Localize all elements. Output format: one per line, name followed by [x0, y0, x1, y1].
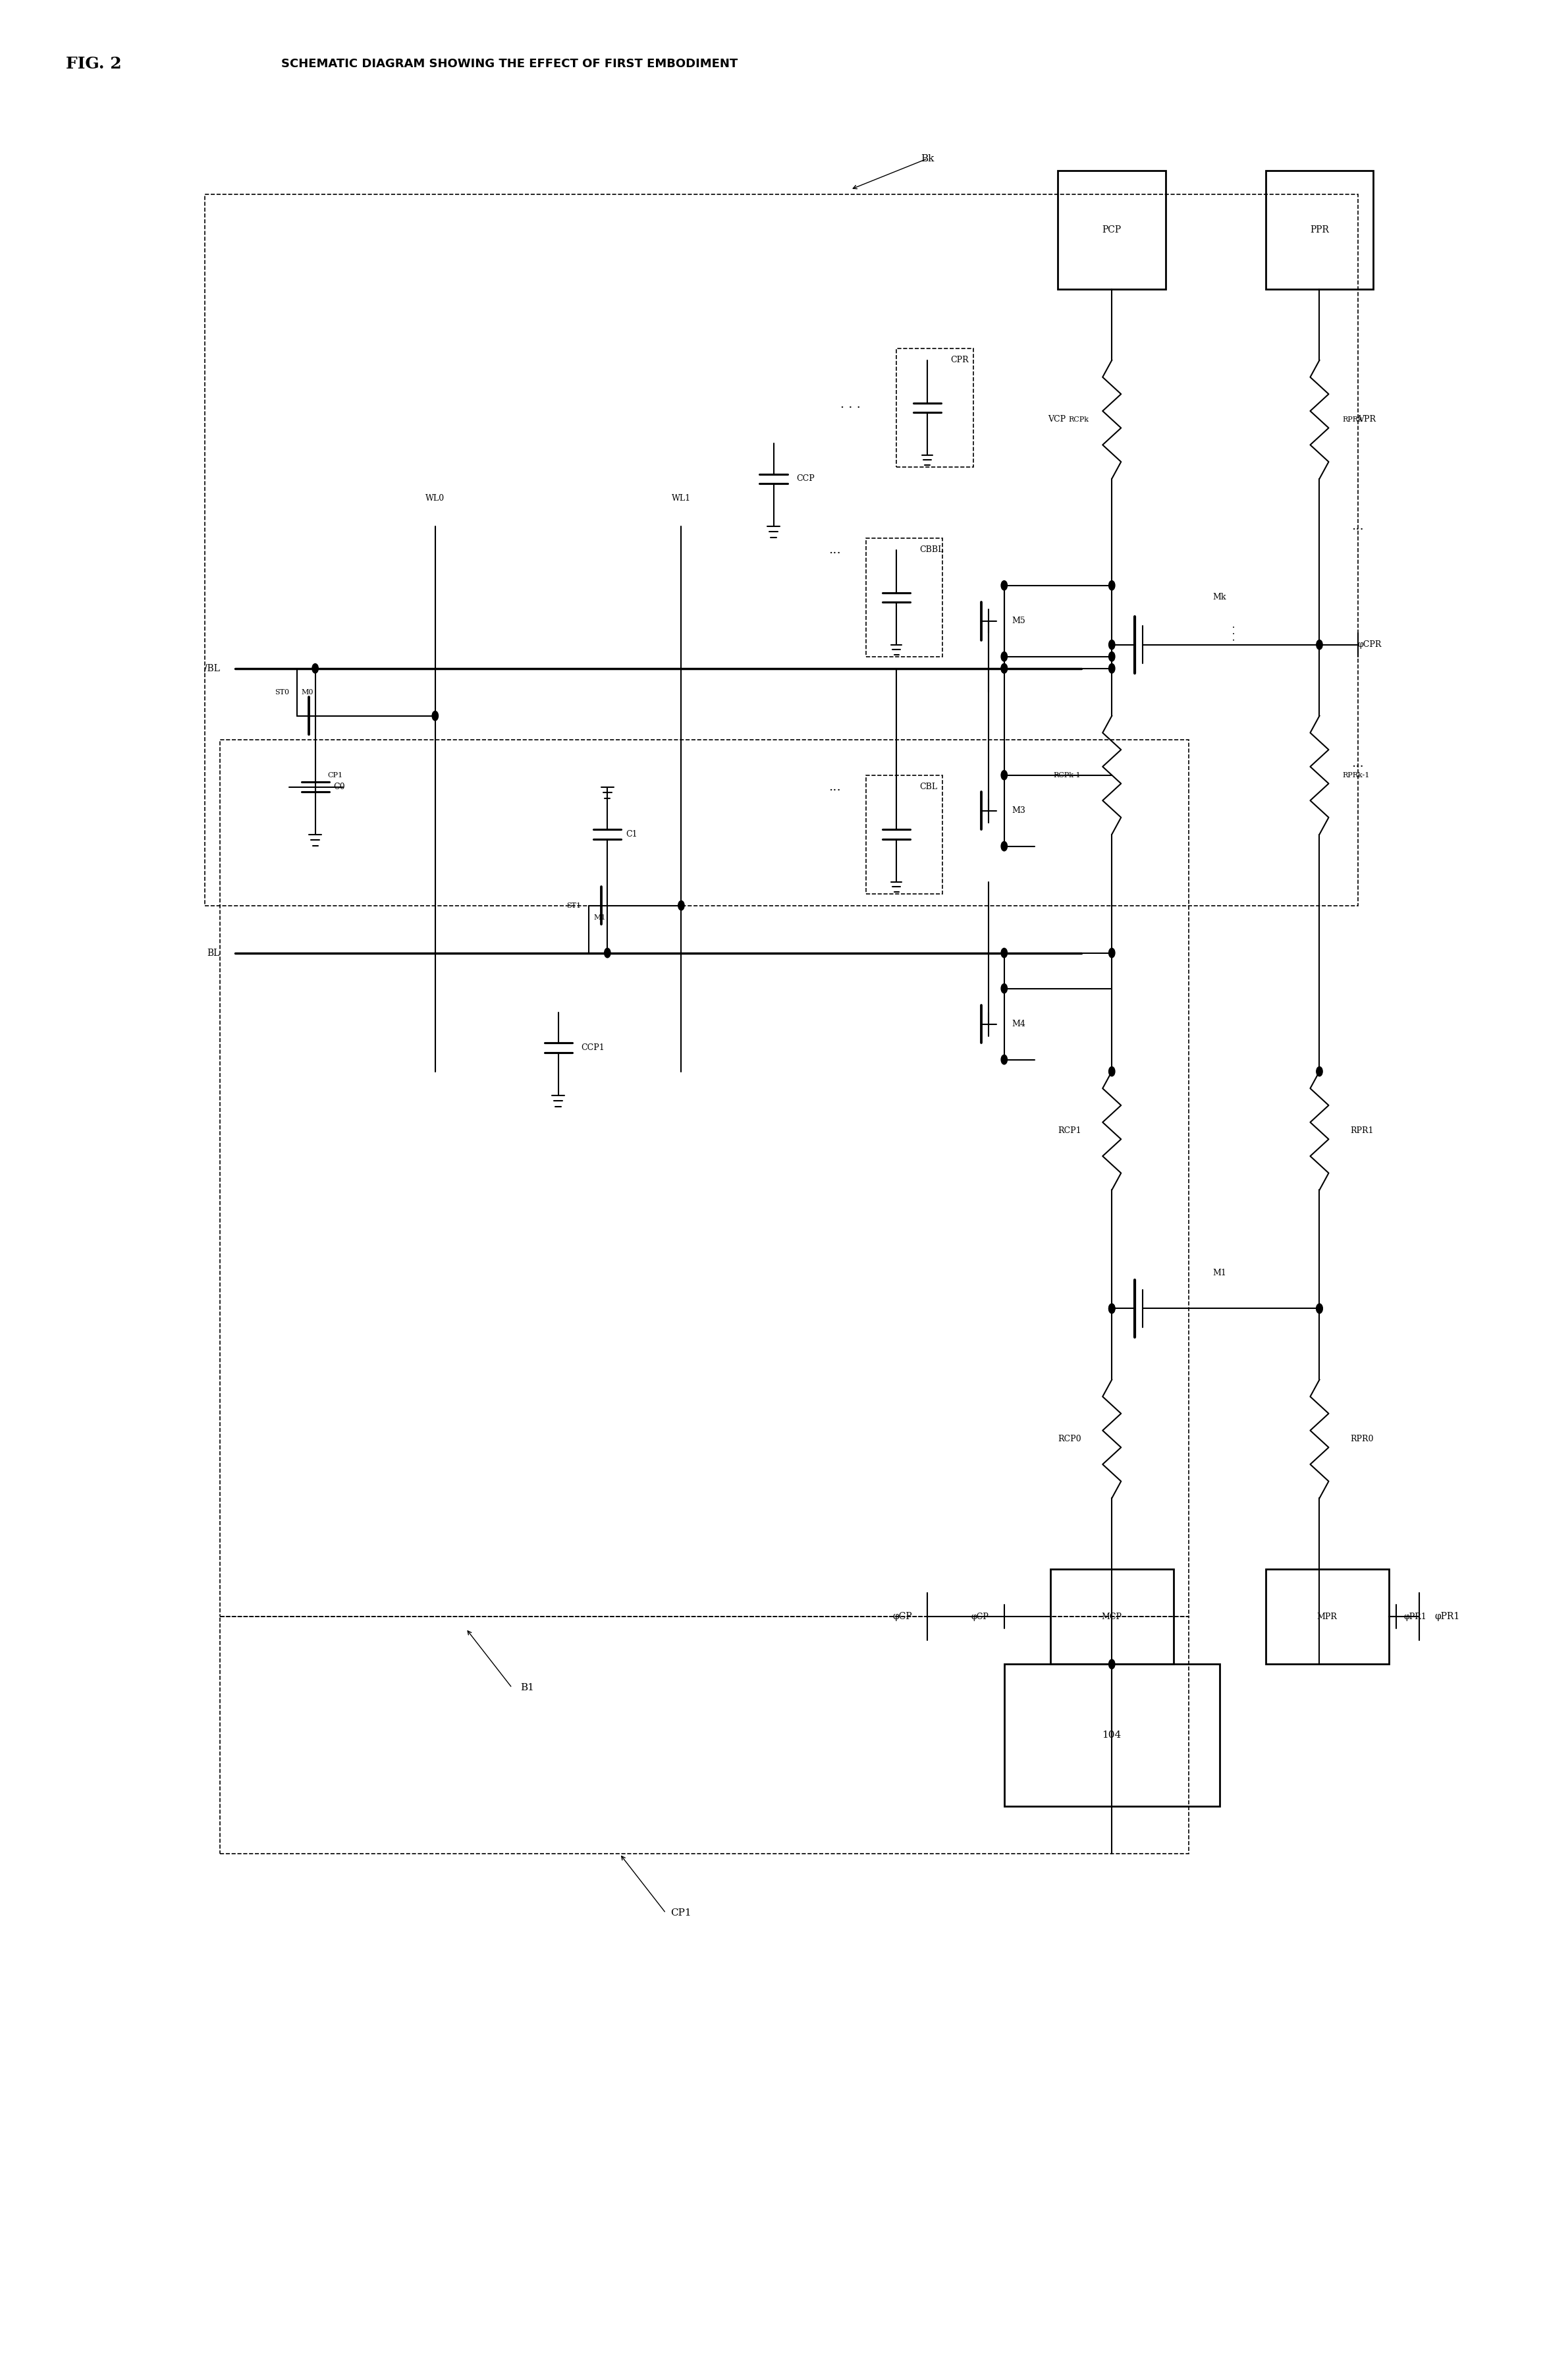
Bar [1004, 1664, 1219, 1806]
Text: PPR: PPR [1310, 226, 1329, 233]
Text: CP1: CP1 [671, 1909, 692, 1918]
Text: · · ·: · · · [1230, 626, 1239, 640]
Text: C0: C0 [334, 783, 345, 790]
Text: RPRk-1: RPRk-1 [1343, 771, 1369, 778]
Circle shape [605, 947, 611, 957]
Bar [1265, 1568, 1389, 1664]
Text: RPR1: RPR1 [1351, 1126, 1374, 1135]
Text: CBL: CBL [919, 783, 937, 790]
Circle shape [1001, 843, 1007, 852]
Circle shape [1316, 1304, 1323, 1314]
Bar [204, 195, 1358, 904]
Circle shape [312, 664, 319, 674]
Text: ...: ... [1352, 521, 1364, 533]
Text: C1: C1 [627, 831, 637, 838]
Circle shape [1001, 771, 1007, 781]
Bar [1265, 171, 1374, 288]
Circle shape [1001, 947, 1007, 957]
Text: Bk: Bk [920, 155, 934, 164]
Text: φCPR: φCPR [1358, 640, 1381, 650]
Text: M5: M5 [1012, 616, 1026, 626]
Circle shape [1001, 983, 1007, 992]
Text: PCP: PCP [1101, 226, 1122, 233]
Text: MPR: MPR [1316, 1614, 1337, 1621]
Text: Mk: Mk [1213, 593, 1227, 602]
Text: /BL: /BL [204, 664, 220, 674]
Circle shape [1316, 640, 1323, 650]
Circle shape [432, 712, 438, 721]
Text: M4: M4 [1012, 1019, 1026, 1028]
Circle shape [1109, 664, 1115, 674]
Circle shape [1001, 652, 1007, 662]
Circle shape [1109, 652, 1115, 662]
Text: VCP: VCP [1047, 414, 1066, 424]
Bar [866, 538, 942, 657]
Circle shape [1109, 581, 1115, 590]
Text: RCPk: RCPk [1069, 416, 1089, 424]
Bar [897, 347, 973, 466]
Circle shape [1109, 947, 1115, 957]
Text: φCP: φCP [893, 1611, 911, 1621]
Text: ST1: ST1 [566, 902, 582, 909]
Circle shape [1001, 1054, 1007, 1064]
Bar [220, 1616, 1188, 1854]
Text: CBBL: CBBL [919, 545, 944, 555]
Text: M0: M0 [302, 688, 314, 695]
Text: FIG. 2: FIG. 2 [67, 57, 122, 71]
Text: WL0: WL0 [425, 495, 446, 502]
Text: · · ·: · · · [840, 402, 860, 414]
Text: WL1: WL1 [671, 495, 692, 502]
Text: RCP1: RCP1 [1058, 1126, 1081, 1135]
Bar [220, 740, 1188, 1616]
Text: B1: B1 [521, 1683, 534, 1692]
Text: ...: ... [829, 545, 842, 557]
Text: M1: M1 [594, 914, 606, 921]
Text: CCP1: CCP1 [582, 1042, 605, 1052]
Circle shape [1001, 664, 1007, 674]
Text: φPR1: φPR1 [1405, 1614, 1426, 1621]
Text: BL: BL [207, 947, 220, 957]
Text: SCHEMATIC DIAGRAM SHOWING THE EFFECT OF FIRST EMBODIMENT: SCHEMATIC DIAGRAM SHOWING THE EFFECT OF … [282, 57, 738, 69]
Text: CPR: CPR [950, 357, 968, 364]
Text: RPRk: RPRk [1343, 416, 1363, 424]
Text: 104: 104 [1101, 1730, 1122, 1740]
Circle shape [1109, 1304, 1115, 1314]
Circle shape [1316, 1066, 1323, 1076]
Text: φCP: φCP [972, 1614, 989, 1621]
Text: VPR: VPR [1358, 414, 1375, 424]
Text: M3: M3 [1012, 807, 1026, 814]
Text: ...: ... [829, 781, 842, 793]
Text: RCPk-1: RCPk-1 [1054, 771, 1081, 778]
Text: CP1: CP1 [328, 771, 343, 778]
Circle shape [1316, 1304, 1323, 1314]
Text: ST0: ST0 [274, 688, 289, 695]
Circle shape [1001, 664, 1007, 674]
Text: φPR1: φPR1 [1434, 1611, 1460, 1621]
Circle shape [1109, 1659, 1115, 1668]
Circle shape [1109, 640, 1115, 650]
Text: ...: ... [1352, 757, 1364, 769]
Text: RCP0: RCP0 [1058, 1435, 1081, 1442]
Circle shape [1109, 1304, 1115, 1314]
Bar [1050, 1568, 1173, 1664]
Bar [866, 776, 942, 892]
Text: CCP: CCP [797, 474, 815, 483]
Text: RPR0: RPR0 [1351, 1435, 1374, 1442]
Bar [1058, 171, 1165, 288]
Circle shape [1109, 1066, 1115, 1076]
Circle shape [1001, 581, 1007, 590]
Text: MCP: MCP [1101, 1614, 1122, 1621]
Circle shape [678, 900, 684, 909]
Text: M1: M1 [1213, 1269, 1227, 1278]
